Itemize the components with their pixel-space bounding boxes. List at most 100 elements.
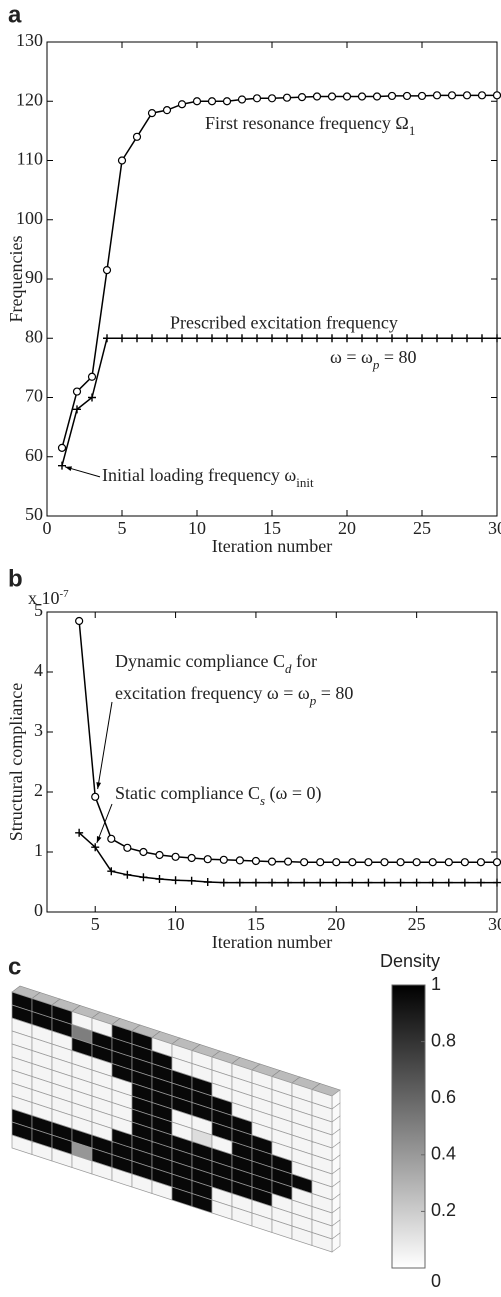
text-part: p bbox=[309, 693, 317, 708]
annotation: First resonance frequency Ω1 bbox=[205, 113, 415, 138]
panel-label: c bbox=[8, 953, 21, 980]
x-tick-label: 0 bbox=[43, 518, 52, 538]
marker bbox=[282, 93, 292, 102]
text-part: excitation frequency ω = ω bbox=[115, 683, 310, 703]
text-part: d bbox=[285, 661, 292, 676]
text-part: for bbox=[291, 651, 317, 671]
text-part: = 80 bbox=[316, 683, 353, 703]
marker bbox=[58, 461, 66, 470]
y-tick-label: 120 bbox=[16, 89, 43, 109]
text-part: Prescribed excitation frequency bbox=[170, 313, 398, 333]
y-tick-label: 90 bbox=[25, 267, 43, 287]
marker bbox=[133, 334, 141, 343]
marker bbox=[88, 393, 96, 402]
text-part: p bbox=[372, 357, 380, 372]
marker bbox=[177, 100, 187, 109]
text-part: = 80 bbox=[379, 347, 416, 367]
plot-frame bbox=[46, 611, 498, 913]
annotation: Dynamic compliance Cd for bbox=[115, 651, 317, 676]
voxel bbox=[311, 1232, 333, 1253]
marker bbox=[155, 875, 164, 883]
marker bbox=[312, 92, 322, 101]
marker bbox=[147, 108, 157, 118]
arrow bbox=[97, 701, 113, 790]
marker bbox=[203, 878, 212, 886]
marker bbox=[493, 878, 501, 887]
arrow-head bbox=[96, 836, 102, 843]
annotation-bg bbox=[203, 113, 418, 139]
marker bbox=[193, 334, 201, 343]
annotation: Static compliance Cs (ω = 0) bbox=[115, 783, 322, 808]
arrow bbox=[96, 803, 113, 844]
marker bbox=[448, 334, 456, 343]
series-line bbox=[61, 337, 497, 466]
marker bbox=[418, 334, 426, 343]
marker bbox=[187, 853, 196, 863]
marker bbox=[396, 878, 405, 887]
marker bbox=[171, 852, 180, 861]
marker bbox=[358, 334, 366, 343]
marker bbox=[139, 873, 148, 882]
colorbar-tick-label: 1 bbox=[431, 974, 441, 994]
marker bbox=[348, 878, 357, 887]
marker bbox=[235, 856, 244, 865]
marker bbox=[87, 372, 97, 381]
series-line bbox=[61, 94, 497, 449]
marker bbox=[102, 266, 112, 275]
marker bbox=[492, 858, 501, 867]
y-tick-label: 1 bbox=[34, 840, 43, 860]
marker bbox=[208, 334, 216, 343]
marker bbox=[155, 850, 164, 860]
marker bbox=[91, 792, 100, 801]
axis-multiplier: x 10-7 bbox=[28, 588, 69, 609]
panel-label: a bbox=[8, 1, 22, 28]
arrow-head bbox=[65, 466, 72, 471]
marker bbox=[73, 405, 81, 414]
x-tick-label: 5 bbox=[91, 914, 100, 934]
marker bbox=[432, 91, 442, 100]
annotation-bg bbox=[113, 682, 356, 709]
marker bbox=[107, 867, 116, 876]
y-tick-label: 70 bbox=[25, 386, 43, 406]
marker bbox=[283, 857, 293, 866]
marker bbox=[332, 858, 341, 867]
marker bbox=[267, 94, 277, 103]
marker bbox=[132, 132, 142, 141]
marker bbox=[477, 91, 487, 100]
text-part: -7 bbox=[60, 588, 70, 600]
y-tick-label: 5 bbox=[34, 600, 43, 620]
y-tick-label: 80 bbox=[25, 326, 43, 346]
marker bbox=[342, 92, 352, 101]
marker bbox=[268, 334, 276, 343]
marker bbox=[428, 878, 437, 887]
marker bbox=[428, 858, 437, 867]
marker bbox=[476, 878, 485, 887]
marker bbox=[492, 91, 501, 100]
marker bbox=[148, 334, 156, 343]
text-part: init bbox=[296, 475, 314, 490]
marker bbox=[380, 878, 389, 887]
marker bbox=[462, 91, 472, 100]
marker bbox=[373, 334, 381, 343]
marker bbox=[460, 878, 469, 887]
annotation-bg bbox=[113, 651, 319, 677]
marker bbox=[75, 828, 84, 837]
marker bbox=[316, 858, 325, 867]
marker bbox=[357, 92, 367, 101]
marker bbox=[364, 858, 373, 867]
annotation: ω = ωp = 80 bbox=[330, 347, 417, 372]
colorbar bbox=[391, 984, 426, 1269]
y-tick-label: 50 bbox=[25, 504, 43, 524]
colorbar-tick-label: 0.6 bbox=[431, 1087, 456, 1107]
marker bbox=[117, 156, 127, 165]
marker bbox=[107, 834, 116, 843]
marker bbox=[433, 334, 441, 343]
text-part: ω = ω bbox=[330, 347, 373, 367]
y-tick-label: 100 bbox=[16, 208, 43, 228]
marker bbox=[447, 91, 457, 100]
marker bbox=[372, 92, 382, 101]
marker bbox=[72, 387, 82, 396]
text-part: x 10 bbox=[28, 588, 60, 608]
marker bbox=[207, 97, 217, 106]
annotation: Prescribed excitation frequency bbox=[170, 313, 398, 333]
